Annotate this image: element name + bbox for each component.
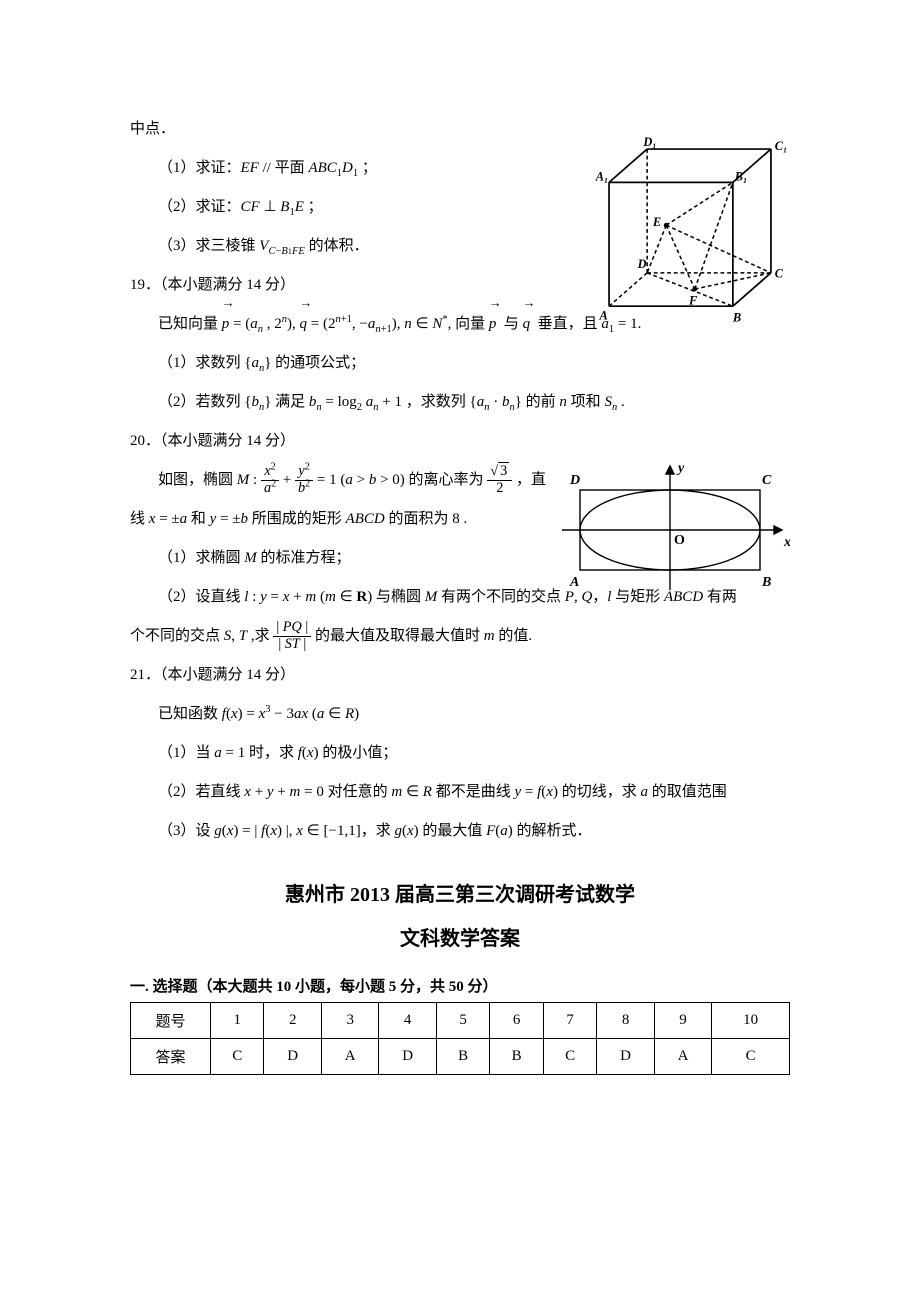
col-10: 10	[712, 1003, 790, 1039]
answer-table-header-row: 题号 1 2 3 4 5 6 7 8 9 10	[131, 1003, 790, 1039]
ans-1: C	[211, 1039, 264, 1075]
section-mc-head: 一. 选择题（本大题共 10 小题，每小题 5 分，共 50 分）	[130, 975, 790, 996]
lbl-C1: C₁	[775, 139, 788, 153]
title-main: 惠州市 2013 届高三第三次调研考试数学	[130, 875, 790, 915]
ans-4: D	[379, 1039, 436, 1075]
ellipse-svg: A B C D O x y	[560, 460, 790, 600]
ans-8: D	[597, 1039, 654, 1075]
lbl-D2: D	[569, 473, 580, 488]
col-7: 7	[543, 1003, 596, 1039]
lbl-C2: C	[762, 473, 772, 488]
lbl-B2: B	[761, 575, 771, 590]
ans-10: C	[712, 1039, 790, 1075]
p21-head: 21．（本小题满分 14 分）	[130, 656, 790, 695]
col-3: 3	[321, 1003, 378, 1039]
ans-7: C	[543, 1039, 596, 1075]
col-9: 9	[654, 1003, 711, 1039]
ans-5: B	[436, 1039, 489, 1075]
lbl-A: A	[599, 309, 608, 323]
p20-part2b: 个不同的交点 S, T ,求 | PQ || ST | 的最大值及取得最大值时 …	[130, 617, 790, 656]
answer-table: 题号 1 2 3 4 5 6 7 8 9 10 答案 C D A D B B C…	[130, 1002, 790, 1075]
ans-6: B	[490, 1039, 543, 1075]
ans-9: A	[654, 1039, 711, 1075]
ans-3: A	[321, 1039, 378, 1075]
lbl-F: F	[688, 293, 698, 307]
header-label: 题号	[131, 1003, 211, 1039]
lbl-E: E	[652, 215, 661, 229]
p21-part3: （3）设 g(x) = | f(x) |, x ∈ [−1,1]，求 g(x) …	[130, 812, 790, 851]
col-5: 5	[436, 1003, 489, 1039]
title-block: 惠州市 2013 届高三第三次调研考试数学 文科数学答案	[130, 875, 790, 963]
lbl-D1: D₁	[642, 135, 656, 149]
p21-part2: （2）若直线 x + y + m = 0 对任意的 m ∈ R 都不是曲线 y …	[130, 773, 790, 812]
figure-cube: A B C D A₁ B₁ C₁ D₁ E F	[590, 130, 790, 330]
col-8: 8	[597, 1003, 654, 1039]
lbl-y: y	[676, 461, 685, 476]
p19-part1: （1）求数列 {an} 的通项公式；	[130, 344, 790, 383]
lbl-A1: A₁	[595, 169, 609, 183]
page: A B C D A₁ B₁ C₁ D₁ E F	[0, 0, 920, 1302]
lbl-A2: A	[569, 575, 579, 590]
lbl-B1: B₁	[734, 169, 748, 183]
p21-part1: （1）当 a = 1 时，求 f(x) 的极小值；	[130, 734, 790, 773]
lbl-O: O	[674, 533, 685, 548]
answer-table-answer-row: 答案 C D A D B B C D A C	[131, 1039, 790, 1075]
lbl-D: D	[637, 257, 647, 271]
p21-body: 已知函数 f(x) = x3 − 3ax (a ∈ R)	[130, 695, 790, 734]
lbl-x: x	[783, 535, 790, 550]
col-6: 6	[490, 1003, 543, 1039]
title-sub: 文科数学答案	[130, 915, 790, 963]
ans-2: D	[264, 1039, 321, 1075]
col-1: 1	[211, 1003, 264, 1039]
lbl-C: C	[775, 267, 784, 281]
col-2: 2	[264, 1003, 321, 1039]
answer-label: 答案	[131, 1039, 211, 1075]
cube-svg: A B C D A₁ B₁ C₁ D₁ E F	[590, 130, 790, 330]
col-4: 4	[379, 1003, 436, 1039]
p19-part2: （2）若数列 {bn} 满足 bn = log2 an + 1 ，求数列 {an…	[130, 383, 790, 422]
p20-head: 20．（本小题满分 14 分）	[130, 422, 790, 461]
lbl-B: B	[732, 310, 741, 324]
figure-ellipse: A B C D O x y	[560, 460, 790, 600]
